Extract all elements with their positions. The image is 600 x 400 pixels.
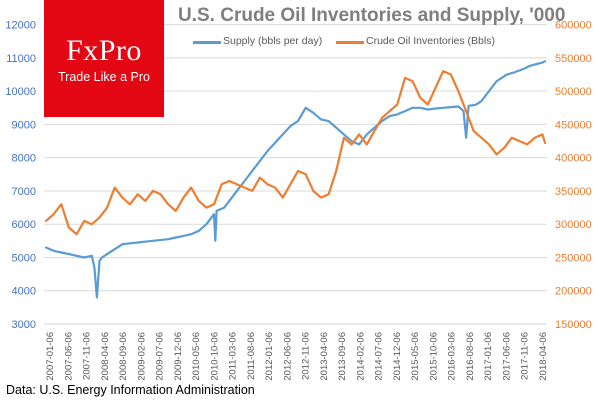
y-right-tick-label: 400000 <box>555 153 592 165</box>
legend-swatch-inventories <box>336 41 364 44</box>
x-tick-label: 2012-01-06 <box>264 332 275 381</box>
y-right-tick-label: 350000 <box>555 186 592 198</box>
y-left-tick-label: 3000 <box>12 319 36 331</box>
y-left-tick-label: 9000 <box>12 119 36 131</box>
series <box>44 60 547 299</box>
x-tick-label: 2013-09-06 <box>337 332 348 381</box>
x-tick-label: 2009-02-06 <box>136 332 147 381</box>
x-tick-label: 2014-12-06 <box>392 332 403 381</box>
x-tick-label: 2016-08-06 <box>465 332 476 381</box>
data-source-note: Data: U.S. Energy Information Administra… <box>6 383 255 397</box>
legend-label-supply: Supply (bbls per day) <box>223 35 323 47</box>
y-axis-left: 3000 4000 5000 6000 7000 8000 9000 10000 11000 12… <box>5 20 36 331</box>
x-tick-label: 2008-09-06 <box>118 332 129 381</box>
x-tick-label: 2017-01-06 <box>483 332 494 381</box>
y-right-tick-label: 300000 <box>555 219 592 231</box>
y-left-tick-label: 4000 <box>12 286 36 298</box>
logo-name: FxPro <box>66 34 142 67</box>
x-tick-label: 2017-11-06 <box>520 332 531 380</box>
x-tick-label: 2011-08-06 <box>246 332 257 380</box>
y-right-tick-label: 600000 <box>555 20 592 32</box>
y-right-tick-label: 500000 <box>555 86 592 98</box>
x-tick-label: 2009-12-06 <box>173 332 184 381</box>
gridlines <box>44 24 547 325</box>
legend-label-inventories: Crude Oil Inventories (Bbls) <box>366 35 495 47</box>
y-axis-right: 150000 200000 250000 300000 350000 400000 4500… <box>555 20 592 331</box>
logo-tagline: Trade Like a Pro <box>58 70 150 84</box>
y-left-tick-label: 8000 <box>12 153 36 165</box>
x-tick-label: 2014-02-06 <box>355 332 366 381</box>
x-tick-label: 2010-05-06 <box>191 332 202 381</box>
x-tick-label: 2012-11-06 <box>301 332 312 380</box>
x-tick-label: 2008-04-06 <box>100 332 111 381</box>
x-tick-label: 2007-01-06 <box>45 332 56 381</box>
chart-title: U.S. Crude Oil Inventories and Supply, '… <box>178 5 566 26</box>
y-left-tick-label: 10000 <box>5 86 36 98</box>
series-line-inventories <box>44 70 547 236</box>
x-tick-label: 2013-04-06 <box>319 332 330 381</box>
x-axis: 2007-01-06 2007-06-06 2007-11-06 2008-04-06… <box>45 332 549 381</box>
y-right-tick-label: 200000 <box>555 286 592 298</box>
x-tick-label: 2015-05-06 <box>410 332 421 381</box>
x-tick-label: 2018-04-06 <box>538 332 549 381</box>
x-tick-label: 2016-03-06 <box>447 332 458 381</box>
y-left-tick-label: 7000 <box>12 186 36 198</box>
y-left-tick-label: 11000 <box>6 53 36 65</box>
x-tick-label: 2012-06-06 <box>282 332 293 381</box>
y-right-tick-label: 550000 <box>555 53 592 65</box>
legend-swatch-supply <box>193 41 221 44</box>
x-tick-label: 2009-07-06 <box>155 332 166 381</box>
y-left-tick-label: 12000 <box>5 20 36 32</box>
x-tick-label: 2011-03-06 <box>228 332 239 380</box>
x-tick-label: 2017-06-06 <box>501 332 512 381</box>
y-left-tick-label: 6000 <box>12 219 36 231</box>
x-tick-label: 2014-07-06 <box>374 332 385 381</box>
y-right-tick-label: 450000 <box>555 119 592 131</box>
series-line-supply <box>44 60 547 299</box>
x-tick-label: 2010-10-06 <box>209 332 220 381</box>
x-tick-label: 2007-06-06 <box>63 332 74 381</box>
fxpro-logo[interactable]: FxPro Trade Like a Pro <box>44 0 164 117</box>
y-right-tick-label: 150000 <box>555 319 592 331</box>
x-tick-label: 2015-10-06 <box>428 332 439 381</box>
x-tick-label: 2007-11-06 <box>82 332 93 380</box>
y-right-tick-label: 250000 <box>555 252 592 264</box>
y-left-tick-label: 5000 <box>12 252 36 264</box>
